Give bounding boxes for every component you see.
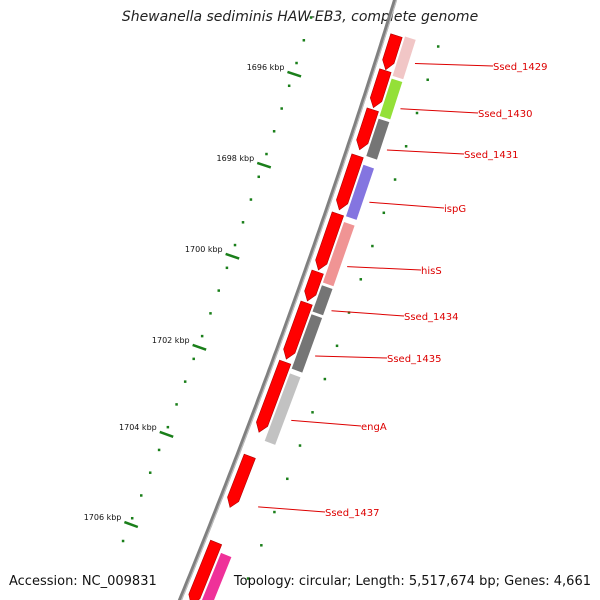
scale-dot (175, 403, 178, 406)
cds-arrow (369, 68, 392, 109)
gene-band (391, 35, 417, 81)
outer-dot (371, 244, 374, 248)
outer-dot (260, 544, 263, 547)
gene-label: Ssed_1437 (325, 508, 380, 519)
tick-label: 1696 kbp (247, 63, 285, 72)
scale-dot (121, 539, 125, 543)
scale-dot (265, 152, 268, 156)
tick-mark (287, 70, 302, 78)
cds-arrow (227, 453, 256, 508)
gene-band (344, 163, 376, 221)
gene-label: hisS (421, 266, 442, 277)
scale-dot (192, 357, 195, 361)
tick-label: 1704 kbp (119, 423, 157, 432)
gene-band (321, 220, 356, 288)
scale-dot (287, 84, 291, 88)
tick-label: 1706 kbp (84, 513, 122, 522)
tick-label: 1698 kbp (217, 154, 255, 163)
genome-summary: Topology: circular; Length: 5,517,674 bp… (233, 574, 591, 589)
scale-dot (157, 448, 161, 452)
gene-band (365, 117, 391, 161)
gene-labels: Ssed_1429 Ssed_1430 Ssed_1431 ispG hisS Ssed_… (258, 62, 548, 519)
leader-line (414, 62, 494, 67)
scale-dot (302, 39, 306, 42)
tick-mark (225, 252, 240, 260)
tick-label: 1700 kbp (185, 245, 223, 254)
backbone-highlight (180, 0, 398, 600)
scale-dot (280, 107, 283, 110)
cds-arrow (188, 539, 223, 600)
scale-dot (130, 516, 134, 520)
tick-label: 1702 kbp (152, 336, 190, 345)
leader-line (347, 266, 422, 271)
tick-marks: 1696 kbp 1698 kbp 1700 kbp 1702 kbp 1704 kbp… (84, 63, 302, 529)
cds-arrow (336, 153, 364, 211)
scale-dot (166, 425, 170, 429)
cds-arrow (256, 359, 292, 433)
outer-dot (311, 411, 314, 414)
leader-line (400, 108, 479, 114)
scale-dot (200, 334, 204, 338)
gene-band (378, 77, 404, 121)
cds-arrow (382, 33, 403, 71)
tick-mark (192, 343, 207, 351)
leader-line (258, 506, 326, 513)
outer-dot (246, 577, 250, 580)
scale-dot (183, 380, 187, 383)
gene-label: Ssed_1431 (464, 150, 519, 161)
gene-band (201, 551, 233, 600)
genome-backbone (177, 0, 398, 600)
scale-dot (209, 312, 212, 315)
outer-dot (359, 278, 363, 281)
scale-dot (272, 130, 276, 133)
outer-dot (436, 45, 440, 48)
gene-features (201, 35, 417, 600)
outer-dot (404, 145, 408, 148)
scale-dot (217, 289, 221, 292)
outer-dot (393, 178, 397, 181)
scale-dot (309, 16, 313, 19)
leader-line (315, 355, 388, 359)
tick-mark (159, 430, 174, 439)
cds-arrow (304, 269, 324, 302)
outer-dot (273, 510, 276, 514)
scale-dot (257, 175, 260, 179)
outer-dot (426, 78, 429, 82)
leader-line (291, 419, 362, 427)
outer-dot (286, 477, 289, 481)
backbone-line (177, 0, 398, 600)
gene-label: Ssed_1430 (478, 109, 533, 120)
scale-dot (225, 266, 229, 270)
accession-text: Accession: NC_009831 (9, 574, 157, 589)
outer-dot (335, 344, 339, 348)
outer-dot (415, 111, 419, 115)
gene-band (311, 284, 334, 317)
scale-dot (241, 221, 245, 224)
gene-label: Ssed_1434 (404, 312, 459, 323)
tick-mark (123, 520, 139, 529)
tick-mark (256, 161, 272, 169)
gene-label: Ssed_1435 (387, 354, 442, 365)
scale-dot (249, 198, 253, 201)
leader-line (369, 201, 445, 209)
gene-label: engA (361, 422, 387, 433)
gene-label: ispG (444, 204, 466, 215)
outer-dot (382, 211, 386, 215)
scale-dot (148, 471, 152, 474)
cds-arrow (283, 300, 313, 360)
gene-band (263, 372, 302, 446)
scale-dot (295, 61, 298, 65)
tick-dots (121, 16, 440, 580)
leader-line (331, 310, 405, 317)
leader-line (386, 149, 465, 155)
outer-dot (323, 377, 327, 381)
cds-arrow (315, 211, 344, 271)
gene-band (290, 313, 324, 374)
outer-dot (298, 444, 302, 447)
scale-dot (233, 243, 237, 247)
gene-label: Ssed_1429 (493, 62, 548, 73)
cds-arrow (356, 107, 379, 151)
scale-dot (140, 494, 143, 497)
